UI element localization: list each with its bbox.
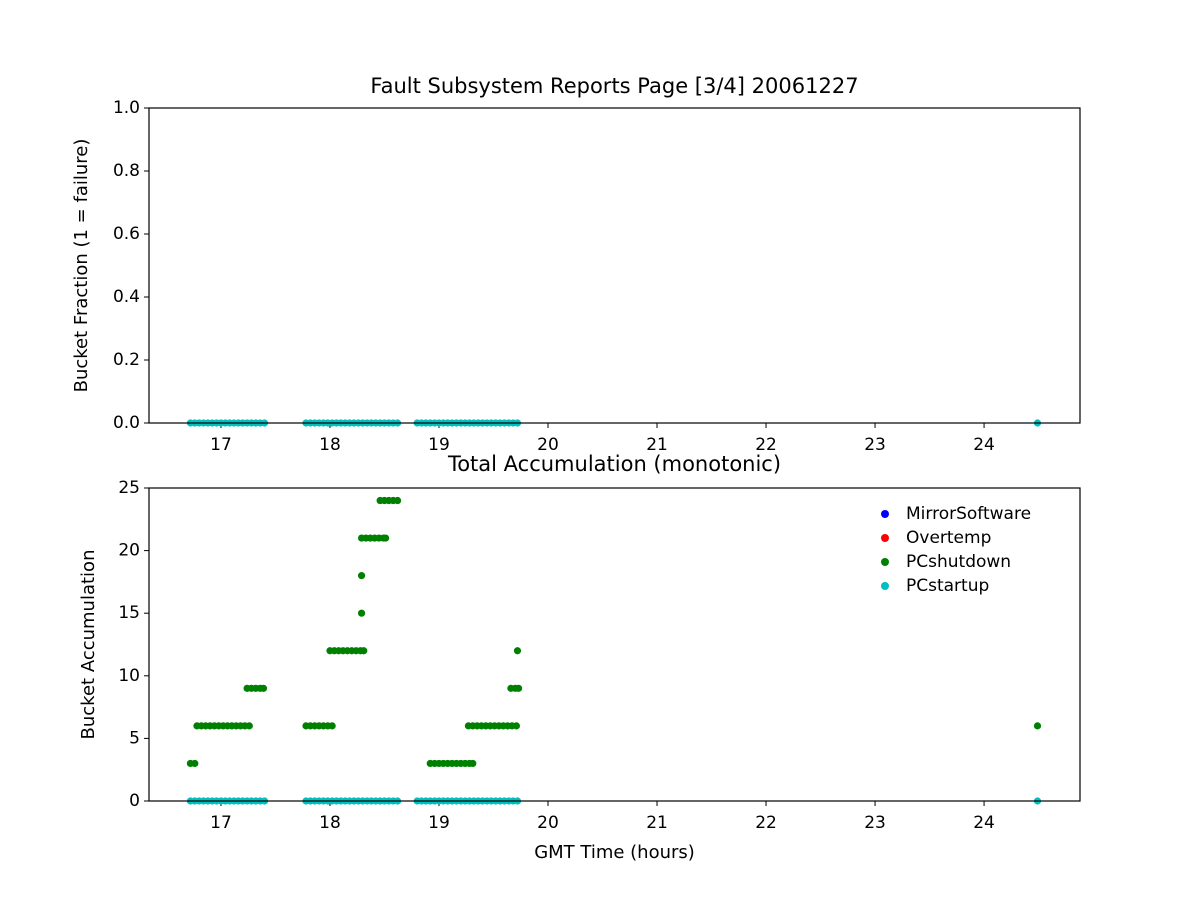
y-tick-label: 0.2: [113, 350, 140, 370]
y-tick-label: 15: [118, 603, 140, 623]
legend-marker: [881, 582, 889, 590]
point: [328, 722, 336, 730]
legend-marker: [881, 534, 889, 542]
x-tick-label: 20: [537, 435, 559, 455]
point: [512, 722, 520, 730]
x-tick-label: 24: [973, 813, 995, 833]
x-tick-label: 18: [319, 813, 341, 833]
x-tick-label: 22: [755, 435, 777, 455]
point: [357, 609, 366, 617]
point: [393, 496, 402, 505]
x-tick-label: 20: [537, 813, 559, 833]
y-tick-label: 0.8: [113, 161, 140, 181]
x-tick-label: 21: [646, 813, 668, 833]
x-tick-label: 18: [319, 435, 341, 455]
x-tick-label: 23: [864, 813, 886, 833]
point: [259, 684, 268, 692]
chart-title: Fault Subsystem Reports Page [3/4] 20061…: [370, 74, 858, 98]
x-tick-label: 22: [755, 813, 777, 833]
point: [469, 759, 477, 768]
x-tick-label: 21: [646, 435, 668, 455]
legend-marker: [881, 510, 889, 518]
y-tick-label: 0.0: [113, 413, 140, 433]
x-tick-label: 19: [428, 813, 450, 833]
y-tick-label: 0: [129, 791, 140, 811]
legend-label: PCshutdown: [906, 552, 1011, 572]
point: [513, 647, 522, 655]
y-tick-label: 1.0: [113, 98, 140, 118]
y-tick-label: 20: [118, 541, 140, 561]
axes-frame: [148, 487, 1081, 802]
legend-label: Overtemp: [906, 528, 991, 548]
x-tick-label: 17: [210, 813, 232, 833]
point: [1033, 722, 1042, 730]
y-axis-label: Bucket Fraction (1 = failure): [71, 139, 92, 393]
y-tick-label: 10: [118, 666, 140, 686]
x-tick-label: 24: [973, 435, 995, 455]
point: [191, 759, 199, 768]
y-axis-label: Bucket Accumulation: [78, 550, 99, 740]
x-tick-label: 19: [428, 435, 450, 455]
chart-title: Total Accumulation (monotonic): [447, 452, 781, 476]
x-axis-label: GMT Time (hours): [534, 842, 695, 863]
legend-label: MirrorSoftware: [906, 504, 1031, 524]
y-tick-label: 25: [118, 478, 140, 498]
point: [514, 684, 523, 692]
point: [245, 722, 253, 730]
legend-label: PCstartup: [906, 576, 989, 596]
x-tick-label: 17: [210, 435, 232, 455]
x-tick-label: 23: [864, 435, 886, 455]
y-tick-label: 0.6: [113, 224, 140, 244]
point: [360, 647, 368, 655]
point: [357, 572, 366, 580]
legend-marker: [881, 558, 889, 566]
point: [381, 534, 390, 542]
y-tick-label: 5: [129, 728, 140, 748]
axes-frame: [148, 107, 1081, 424]
y-tick-label: 0.4: [113, 287, 140, 307]
